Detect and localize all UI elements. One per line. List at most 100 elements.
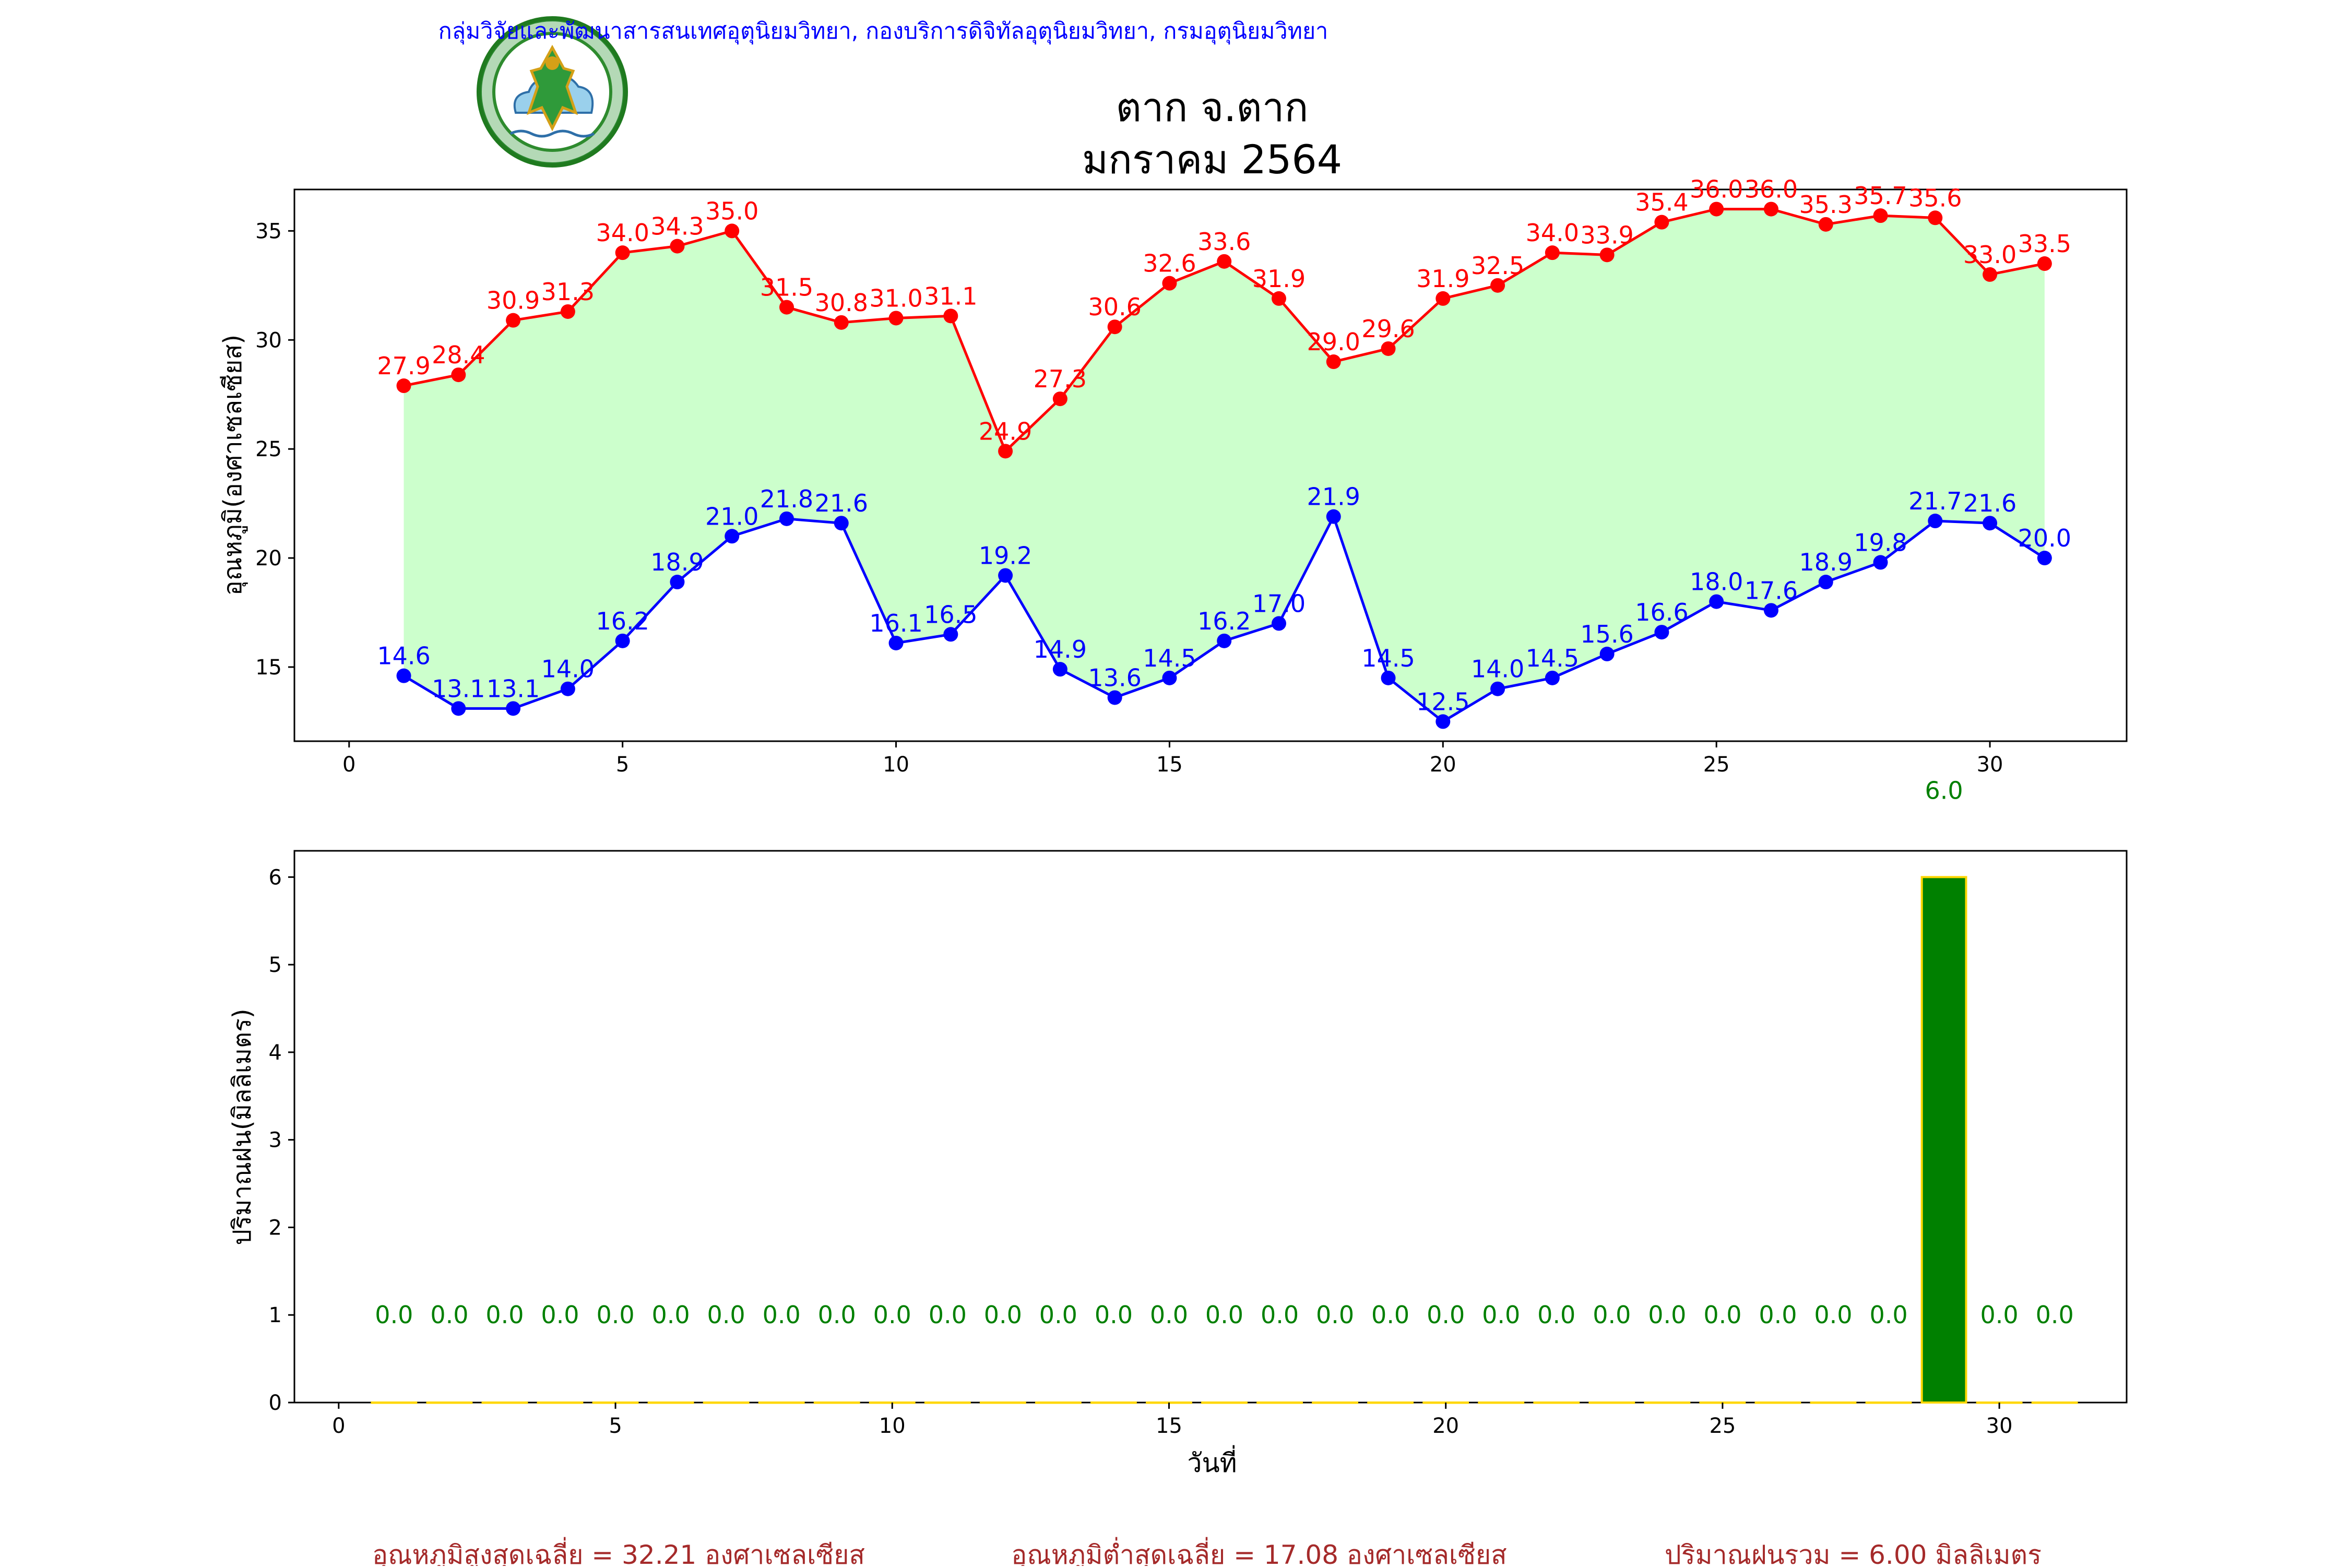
min-temperature-point	[998, 568, 1013, 583]
min-temperature-point	[1599, 646, 1615, 661]
min-temperature-point	[1928, 514, 1943, 529]
max-temperature-label: 30.6	[1088, 293, 1141, 321]
min-temperature-point	[1162, 670, 1177, 685]
min-temperature-label: 16.2	[1197, 607, 1251, 635]
min-temperature-point	[451, 701, 466, 716]
max-temperature-point	[1381, 341, 1396, 356]
x-tick-label: 25	[1703, 753, 1730, 777]
x-tick-label: 5	[609, 1414, 622, 1438]
y-tick-label: 30	[255, 328, 282, 352]
min-temperature-point	[1654, 625, 1669, 640]
max-temperature-point	[1928, 210, 1943, 225]
min-temperature-point	[1873, 555, 1888, 570]
max-temperature-label: 30.9	[487, 287, 540, 315]
y-tick-label: 15	[255, 656, 282, 680]
temperature-fill-area	[404, 209, 2045, 722]
max-temperature-label: 31.5	[760, 274, 813, 302]
min-temperature-point	[1326, 509, 1341, 524]
y-tick-label: 3	[269, 1129, 282, 1153]
max-temperature-label: 27.9	[377, 352, 430, 380]
min-temperature-label: 20.0	[2018, 524, 2071, 552]
max-temperature-label: 31.0	[869, 284, 922, 312]
max-temperature-point	[998, 444, 1013, 459]
min-temperature-label: 16.5	[924, 600, 977, 628]
min-temperature-label: 16.6	[1635, 598, 1688, 626]
x-tick-label: 0	[342, 753, 355, 777]
rainfall-label: 0.0	[1205, 1301, 1243, 1329]
min-temperature-label: 14.5	[1361, 644, 1415, 672]
temperature-y-axis-label: อุณหภูมิ(องศาเซลเซียส)	[218, 335, 248, 596]
rainfall-plot-frame	[293, 850, 2128, 1404]
rainfall-label: 0.0	[1482, 1301, 1520, 1329]
logo-waves-shape	[509, 129, 595, 138]
max-temperature-point	[1709, 201, 1724, 217]
max-temperature-point	[1763, 201, 1778, 217]
max-temperature-point	[1436, 291, 1451, 306]
min-temperature-point	[1271, 616, 1286, 631]
max-temperature-label: 29.0	[1307, 328, 1360, 356]
max-temperature-point	[943, 308, 958, 324]
max-temperature-point	[1217, 254, 1232, 269]
max-temperature-point	[725, 223, 740, 239]
rainfall-label: 0.0	[1095, 1301, 1133, 1329]
rainfall-label: 0.0	[1980, 1301, 2019, 1329]
rainfall-label: 0.0	[1648, 1301, 1686, 1329]
rainfall-label: 0.0	[596, 1301, 634, 1329]
min-temperature-point	[779, 511, 794, 526]
max-temperature-label: 31.9	[1252, 265, 1306, 293]
rainfall-label: 0.0	[1703, 1301, 1741, 1329]
max-temperature-label: 28.4	[432, 341, 485, 369]
rainfall-label: 0.0	[1150, 1301, 1188, 1329]
rainfall-y-axis-label: ปริมาณฝน(มิลลิเมตร)	[228, 1008, 257, 1245]
min-temperature-label: 16.1	[869, 609, 922, 637]
min-temperature-label: 17.6	[1745, 576, 1798, 604]
min-temperature-point	[615, 633, 630, 648]
min-temperature-point	[560, 681, 575, 696]
max-temperature-point	[1490, 278, 1505, 293]
rainfall-label: 0.0	[873, 1301, 911, 1329]
logo-deity-shape	[526, 44, 578, 132]
temperature-series	[396, 201, 2052, 729]
summary-avg-min: อุณหภูมิต่ำสุดเฉลี่ย = 17.08 องศาเซลเซีย…	[1011, 1537, 1506, 1566]
rainfall-label: 0.0	[541, 1301, 579, 1329]
max-temperature-point	[1162, 276, 1177, 291]
max-temperature-point	[560, 304, 575, 319]
rainfall-label: 6.0	[1925, 776, 1963, 804]
max-temperature-label: 35.3	[1799, 191, 1853, 219]
chart-title-station: ตาก จ.ตาก	[1116, 84, 1309, 130]
max-temperature-point	[834, 315, 849, 330]
y-tick-label: 1	[269, 1303, 282, 1327]
min-temperature-point	[1709, 594, 1724, 609]
rainfall-label: 0.0	[1316, 1301, 1354, 1329]
x-tick-label: 20	[1430, 753, 1456, 777]
max-temperature-point	[1599, 247, 1615, 263]
max-temperature-label: 33.9	[1580, 221, 1633, 249]
min-temperature-label: 21.6	[1963, 489, 2016, 517]
rainfall-label: 0.0	[375, 1301, 413, 1329]
max-temperature-point	[1326, 354, 1341, 370]
max-temperature-label: 32.5	[1471, 252, 1524, 280]
x-tick-label: 0	[332, 1414, 345, 1438]
rainfall-label: 0.0	[1814, 1301, 1852, 1329]
x-tick-label: 15	[1156, 1414, 1182, 1438]
min-temperature-label: 21.8	[760, 485, 813, 513]
x-tick-label: 25	[1709, 1414, 1736, 1438]
min-temperature-label: 21.0	[705, 502, 758, 530]
rainfall-label: 0.0	[1371, 1301, 1409, 1329]
min-temperature-point	[1381, 670, 1396, 685]
min-temperature-label: 13.1	[487, 674, 540, 703]
y-tick-label: 35	[255, 219, 282, 243]
max-temperature-point	[1052, 391, 1067, 407]
min-temperature-label: 17.0	[1252, 589, 1306, 617]
rainfall-label: 0.0	[763, 1301, 801, 1329]
summary-total-rain: ปริมาณฝนรวม = 6.00 มิลลิเมตร	[1665, 1540, 2042, 1566]
min-temperature-label: 12.5	[1416, 687, 1469, 716]
min-temperature-point	[834, 516, 849, 531]
y-tick-label: 2	[269, 1216, 282, 1240]
rainfall-label: 0.0	[1537, 1301, 1575, 1329]
rainfall-label: 0.0	[818, 1301, 856, 1329]
max-temperature-label: 35.6	[1908, 184, 1962, 212]
min-temperature-label: 14.0	[541, 655, 595, 683]
